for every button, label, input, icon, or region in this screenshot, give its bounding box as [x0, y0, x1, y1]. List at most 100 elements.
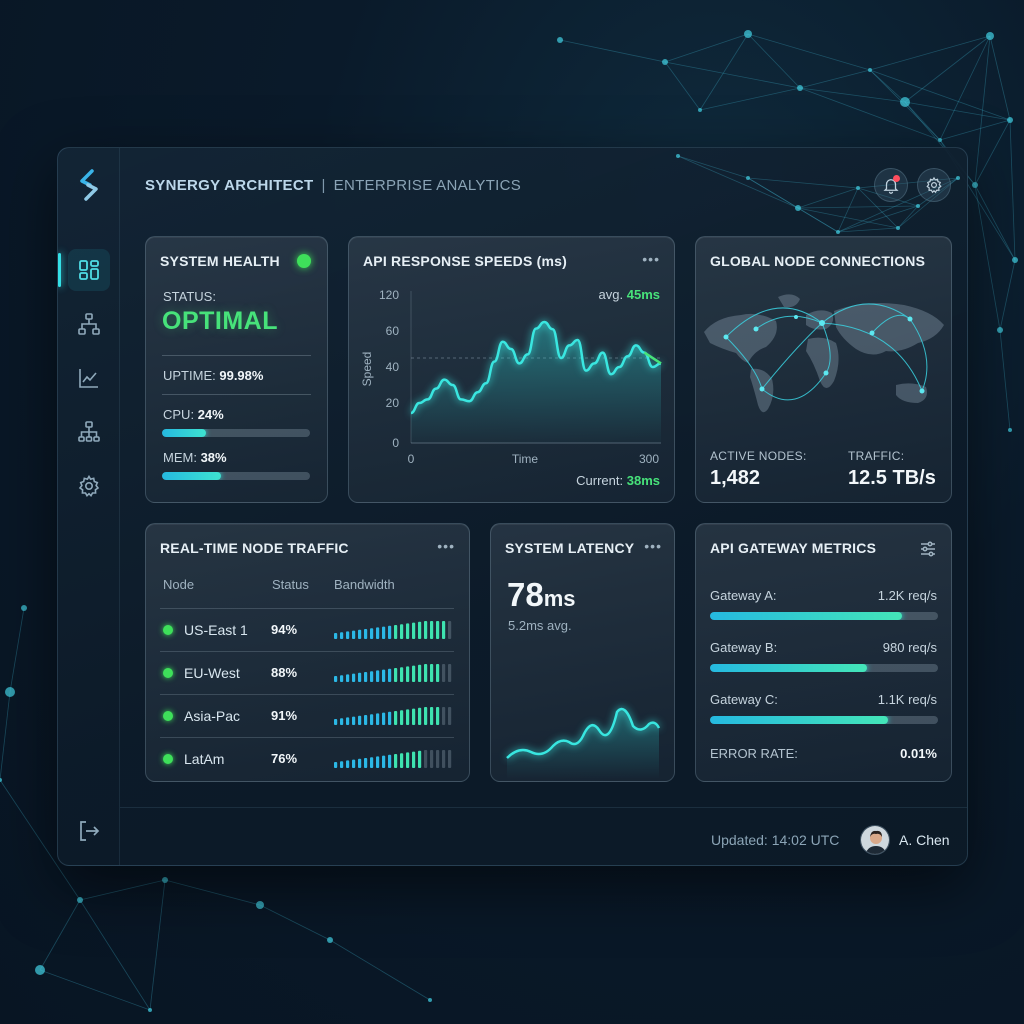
network-edge — [799, 87, 906, 103]
status-value: OPTIMAL — [162, 307, 278, 335]
network-node — [744, 30, 752, 38]
network-edge — [974, 35, 991, 186]
bandwidth-bar — [382, 626, 386, 639]
card-title: SYSTEM HEALTH — [160, 253, 280, 269]
bandwidth-bar — [406, 709, 410, 725]
synergy-logo[interactable] — [74, 168, 104, 202]
network-node — [35, 965, 45, 975]
cpu-value: 24% — [197, 407, 224, 422]
network-node — [1012, 257, 1018, 263]
bandwidth-bar — [388, 625, 392, 639]
avg-label: avg. — [598, 287, 624, 302]
settings-button[interactable] — [917, 168, 951, 202]
bandwidth-bar — [400, 667, 404, 682]
bandwidth-bar — [382, 755, 386, 768]
network-edge — [799, 69, 871, 89]
bandwidth-bar — [442, 750, 446, 768]
bandwidth-bar — [412, 708, 416, 725]
network-edge — [897, 205, 919, 229]
bandwidth-bar — [370, 714, 374, 725]
network-edge — [837, 187, 859, 233]
table-row[interactable]: EU-West 88% — [160, 651, 454, 694]
column-header-status: Status — [272, 577, 309, 592]
notification-badge — [893, 175, 900, 182]
uptime-row: UPTIME: 99.98% — [163, 368, 263, 383]
network-edge — [837, 227, 899, 233]
bandwidth-bar — [394, 625, 398, 639]
filter-sliders-icon[interactable] — [919, 540, 937, 558]
sidebar-item-settings[interactable] — [68, 465, 110, 507]
latency-sparkline — [506, 707, 661, 779]
bandwidth-bar — [400, 624, 404, 639]
bandwidth-bar — [388, 754, 392, 768]
table-row[interactable]: US-East 1 94% — [160, 608, 454, 651]
network-node — [21, 605, 27, 611]
x-tick-label: 0 — [408, 452, 415, 466]
network-node — [148, 1008, 152, 1012]
sidebar-item-network[interactable] — [68, 411, 110, 453]
network-node — [256, 901, 264, 909]
network-node — [698, 108, 702, 112]
bandwidth-bar — [334, 762, 338, 768]
network-edge — [939, 119, 1011, 141]
network-edge — [869, 35, 991, 71]
y-tick-label: 60 — [386, 324, 400, 338]
mem-bar-fill — [162, 472, 222, 480]
bandwidth-bar — [400, 710, 404, 725]
node-traffic-card: REAL-TIME NODE TRAFFIC ••• Node Status B… — [145, 523, 470, 782]
network-edge — [0, 779, 81, 901]
avg-speed: avg. 45ms — [599, 287, 660, 302]
current-speed: Current: 38ms — [576, 473, 660, 488]
network-edge — [664, 61, 701, 111]
network-node — [896, 226, 900, 230]
card-menu-button[interactable]: ••• — [642, 251, 660, 267]
network-node — [868, 68, 872, 72]
bandwidth-bar — [436, 750, 440, 768]
page-subtitle: ENTERPRISE ANALYTICS — [333, 177, 522, 194]
network-node — [5, 687, 15, 697]
gateway-bar-fill — [710, 612, 902, 620]
network-edge — [164, 879, 261, 906]
bandwidth-bar — [370, 757, 374, 768]
gateway-bar-fill — [710, 716, 888, 724]
network-edge — [259, 904, 331, 941]
bandwidth-bar — [418, 664, 422, 682]
sidebar-item-hierarchy[interactable] — [68, 303, 110, 345]
network-edge — [699, 87, 801, 111]
bandwidth-bar — [340, 761, 344, 768]
network-edge — [39, 969, 151, 1011]
network-node — [746, 176, 750, 180]
sidebar-item-dashboard[interactable] — [58, 249, 110, 291]
card-title: GLOBAL NODE CONNECTIONS — [710, 253, 926, 269]
user-name[interactable]: A. Chen — [899, 832, 950, 848]
avatar[interactable] — [860, 825, 890, 855]
gateway-bar-fill — [710, 664, 868, 672]
network-edge — [149, 879, 166, 1011]
current-label: Current: — [576, 473, 624, 488]
column-header-node: Node — [163, 577, 195, 592]
network-node — [1007, 117, 1013, 123]
sidebar-item-analytics[interactable] — [68, 357, 110, 399]
network-edge — [904, 35, 991, 103]
bandwidth-bar — [430, 750, 434, 768]
network-edge — [677, 155, 799, 209]
network-edge — [699, 33, 749, 111]
bandwidth-bar — [436, 664, 440, 682]
bandwidth-bar — [424, 664, 428, 682]
cpu-bar-fill — [162, 429, 207, 437]
status-dot — [163, 711, 173, 721]
network-edge — [747, 33, 801, 89]
bandwidth-bar — [418, 750, 422, 768]
hierarchy-icon — [78, 313, 100, 335]
gateway-bar — [710, 716, 938, 724]
network-edge — [799, 87, 941, 141]
table-row[interactable]: LatAm 76% — [160, 737, 454, 780]
bandwidth-bar — [448, 707, 452, 725]
table-row[interactable]: Asia-Pac 91% — [160, 694, 454, 737]
notifications-button[interactable] — [874, 168, 908, 202]
logout-icon[interactable] — [76, 818, 102, 844]
card-menu-button[interactable]: ••• — [437, 538, 455, 554]
bandwidth-bar — [448, 664, 452, 682]
card-menu-button[interactable]: ••• — [644, 538, 662, 554]
